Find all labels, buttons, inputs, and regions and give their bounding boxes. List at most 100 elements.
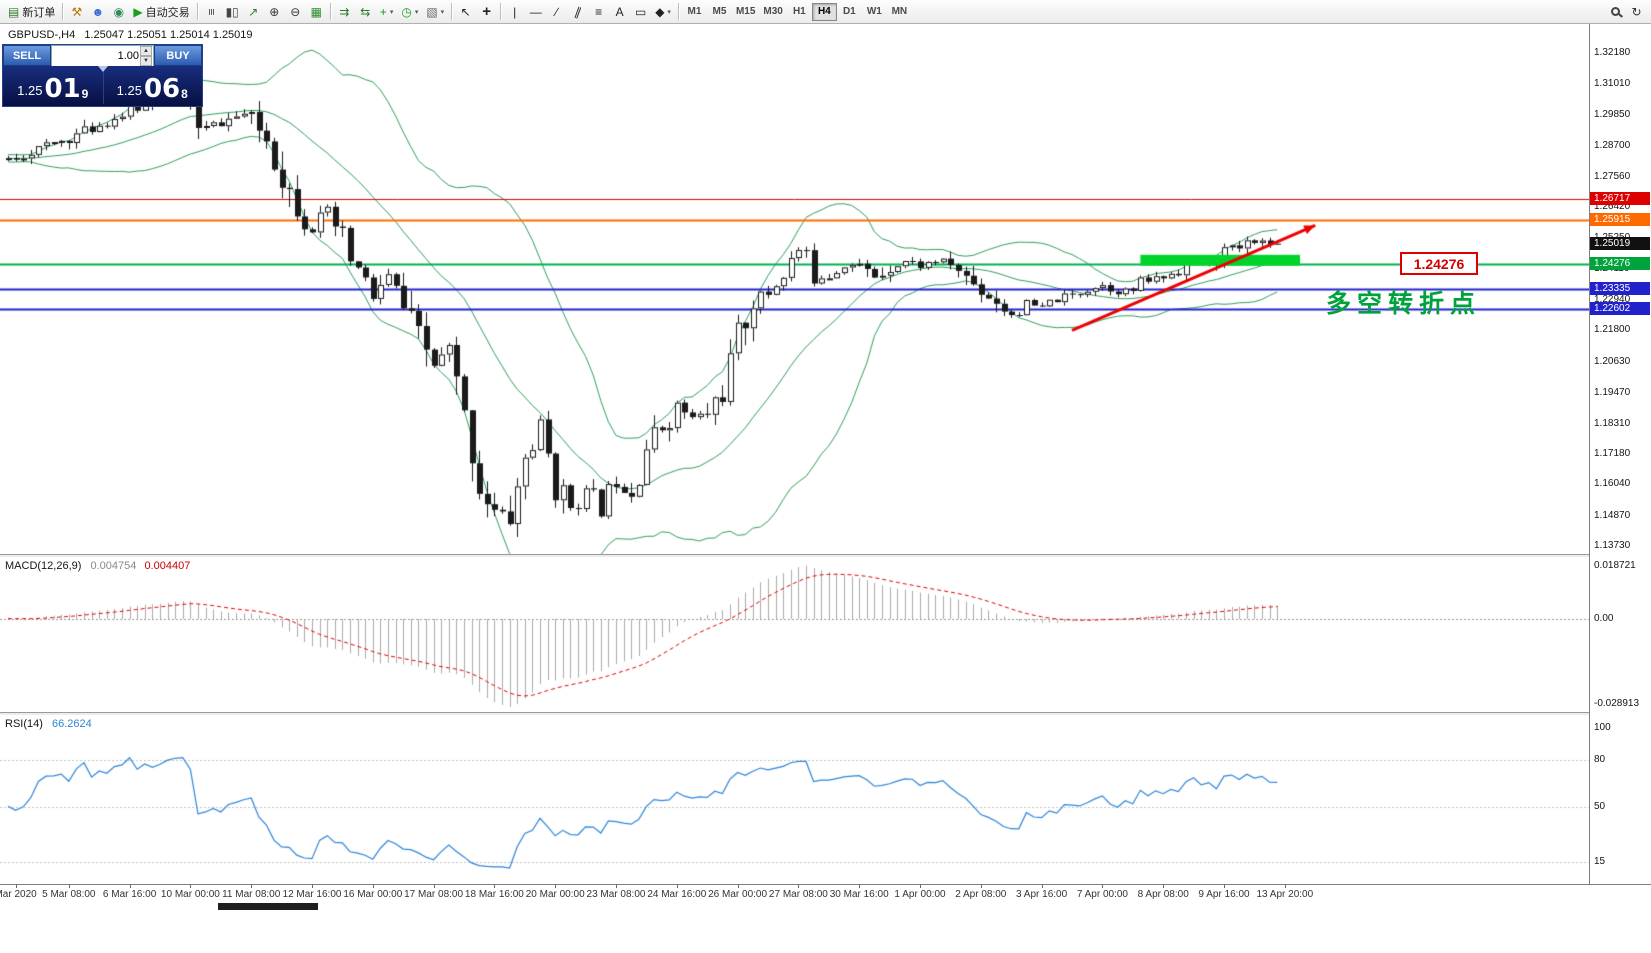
- toolbar-left-group: ▤ 新订单 ⚒ ☻ ◉ ▶ 自动交易 ≡ ▮▯ ↗ ⊕ ⊖ ▦ ⇉ ⇆ + ▾ ◷ ▾ ▧ ▾ ↖ + | — ∕ ∥ ≡ A ▭ ◆ ▾: [4, 2, 682, 22]
- price-level-tag: 1.23335: [1590, 282, 1650, 296]
- timeframe-toolbar: M1 M5 M15 M30 H1 H4 D1 W1 MN: [682, 2, 912, 21]
- chart-symbol-period: GBPUSD-,H4: [8, 29, 76, 41]
- time-tick-label: 6 Mar 16:00: [102, 889, 157, 900]
- toolbar-separator: [196, 3, 198, 20]
- fibonacci-icon[interactable]: ≡: [595, 4, 603, 19]
- time-tick-label: 10 Mar 00:00: [160, 889, 220, 900]
- toolbar-right-group: ↻: [1605, 2, 1647, 22]
- candlestick-chart-icon[interactable]: ▮▯: [225, 4, 239, 19]
- price-chart-canvas[interactable]: [0, 24, 1589, 884]
- price-tick-label: 1.17180: [1594, 447, 1631, 459]
- timeframe-m15-button[interactable]: M15: [735, 6, 756, 17]
- time-tick-label: 23 Mar 08:00: [586, 889, 646, 900]
- auto-scroll-icon[interactable]: ⇉: [339, 4, 350, 19]
- toolbar-separator: [451, 3, 453, 20]
- time-tick-label: 12 Mar 16:00: [282, 889, 342, 900]
- time-tick: [737, 885, 739, 888]
- wrench-icon[interactable]: ⚒: [71, 4, 83, 19]
- time-tick-label: 1 Apr 00:00: [894, 889, 946, 900]
- time-tick: [859, 885, 861, 888]
- price-tick-label: 1.32180: [1594, 47, 1631, 59]
- line-chart-icon[interactable]: ↗: [248, 4, 259, 19]
- buy-button[interactable]: BUY: [154, 45, 202, 66]
- templates-icon[interactable]: ▧ ▾: [426, 4, 445, 19]
- macd-indicator-label: MACD(12,26,9) 0.004754 0.004407: [5, 560, 191, 572]
- zoom-in-icon[interactable]: ⊕: [269, 4, 280, 19]
- time-tick: [433, 885, 435, 888]
- trade-panel-notch-icon: [97, 66, 108, 72]
- timeframe-m5-button[interactable]: M5: [712, 6, 727, 17]
- label-icon[interactable]: ▭: [635, 4, 647, 19]
- price-tick-label: 1.26420: [1594, 200, 1631, 212]
- time-tick: [129, 885, 131, 888]
- accounts-icon[interactable]: ☻: [91, 4, 105, 19]
- time-tick-label: 27 Mar 08:00: [768, 889, 828, 900]
- time-tick: [920, 885, 921, 888]
- time-tick-label: 11 Mar 08:00: [222, 889, 281, 900]
- price-tick-label: 1.21800: [1594, 324, 1631, 336]
- macd-signal-value: 0.004407: [144, 560, 191, 572]
- volume-input[interactable]: [52, 46, 153, 66]
- pane-separator-macd-rsi[interactable]: [0, 712, 1651, 716]
- rsi-axis-label: 15: [1594, 856, 1606, 868]
- toolbar-separator: [329, 3, 331, 20]
- rsi-value: 66.2624: [51, 718, 92, 730]
- time-tick: [1163, 885, 1165, 888]
- timeframe-m1-button[interactable]: M1: [687, 6, 702, 17]
- sell-price-button[interactable]: 1.25 01 9: [17, 74, 89, 104]
- price-axis[interactable]: 1.32180 1.31010 1.29850 1.28700 1.27560 1.264…: [1589, 24, 1651, 884]
- chart-ohlc-readout: 1.25047 1.25051 1.25014 1.25019: [84, 29, 253, 41]
- new-order-icon: ▤: [8, 4, 20, 19]
- horizontal-line-icon[interactable]: —: [529, 4, 542, 19]
- bar-chart-icon[interactable]: ≡: [204, 7, 219, 16]
- community-icon[interactable]: ◉: [113, 4, 125, 19]
- rsi-axis-label: 80: [1594, 753, 1606, 765]
- zoom-out-icon[interactable]: ⊖: [290, 4, 301, 19]
- toolbar-separator: [62, 3, 64, 20]
- price-callout[interactable]: 1.24276: [1400, 252, 1478, 275]
- cursor-icon[interactable]: ↖: [460, 4, 471, 19]
- volume-up-button[interactable]: ▲: [140, 45, 152, 56]
- volume-down-button[interactable]: ▼: [140, 55, 152, 66]
- timeframe-d1-button[interactable]: D1: [842, 6, 856, 17]
- chart-shift-icon[interactable]: ⇆: [360, 4, 371, 19]
- tile-windows-icon[interactable]: ▦: [310, 4, 322, 19]
- autotrade-button[interactable]: ▶ 自动交易: [133, 4, 190, 19]
- shapes-icon[interactable]: ◆ ▾: [655, 4, 671, 19]
- timeframe-h4-button[interactable]: H4: [811, 2, 837, 21]
- search-icon[interactable]: [1605, 2, 1626, 22]
- time-tick: [555, 885, 557, 888]
- trade-panel-divider: [102, 72, 104, 104]
- macd-axis-label: -0.028913: [1594, 698, 1640, 709]
- text-icon[interactable]: A: [615, 4, 624, 19]
- rsi-axis-label: 50: [1594, 801, 1606, 812]
- crosshair-icon[interactable]: +: [482, 3, 492, 20]
- time-tick: [1102, 885, 1104, 888]
- sell-button[interactable]: SELL: [3, 45, 51, 66]
- indicators-icon[interactable]: + ▾: [379, 4, 394, 19]
- volume-field: ▲ ▼: [51, 45, 154, 66]
- trendline-icon[interactable]: ∕: [555, 4, 558, 19]
- periods-clock-icon[interactable]: ◷ ▾: [401, 4, 419, 19]
- price-level-tag: 1.26717: [1590, 192, 1650, 206]
- time-tick-label: 17 Mar 08:00: [404, 889, 464, 900]
- time-tick-label: 30 Mar 16:00: [829, 889, 889, 900]
- channel-icon[interactable]: ∥: [572, 3, 583, 20]
- new-order-button[interactable]: ▤ 新订单: [8, 4, 56, 19]
- timeframe-mn-button[interactable]: MN: [891, 6, 908, 17]
- chevron-down-icon: ▾: [667, 8, 671, 16]
- time-tick-label: 7 Apr 00:00: [1076, 889, 1128, 900]
- time-tick: [1224, 885, 1225, 888]
- timeframe-m30-button[interactable]: M30: [763, 6, 783, 17]
- refresh-icon[interactable]: ↻: [1631, 4, 1642, 19]
- time-tick: [372, 885, 374, 888]
- buy-price-button[interactable]: 1.25 06 8: [116, 74, 188, 104]
- vertical-line-icon[interactable]: |: [513, 4, 517, 19]
- timeframe-w1-button[interactable]: W1: [866, 6, 882, 17]
- timeframe-h1-button[interactable]: H1: [792, 6, 806, 17]
- pane-separator-main-macd[interactable]: [0, 554, 1651, 558]
- price-tick-label: 1.19470: [1594, 386, 1631, 398]
- bottom-strip-fragment: [218, 903, 318, 910]
